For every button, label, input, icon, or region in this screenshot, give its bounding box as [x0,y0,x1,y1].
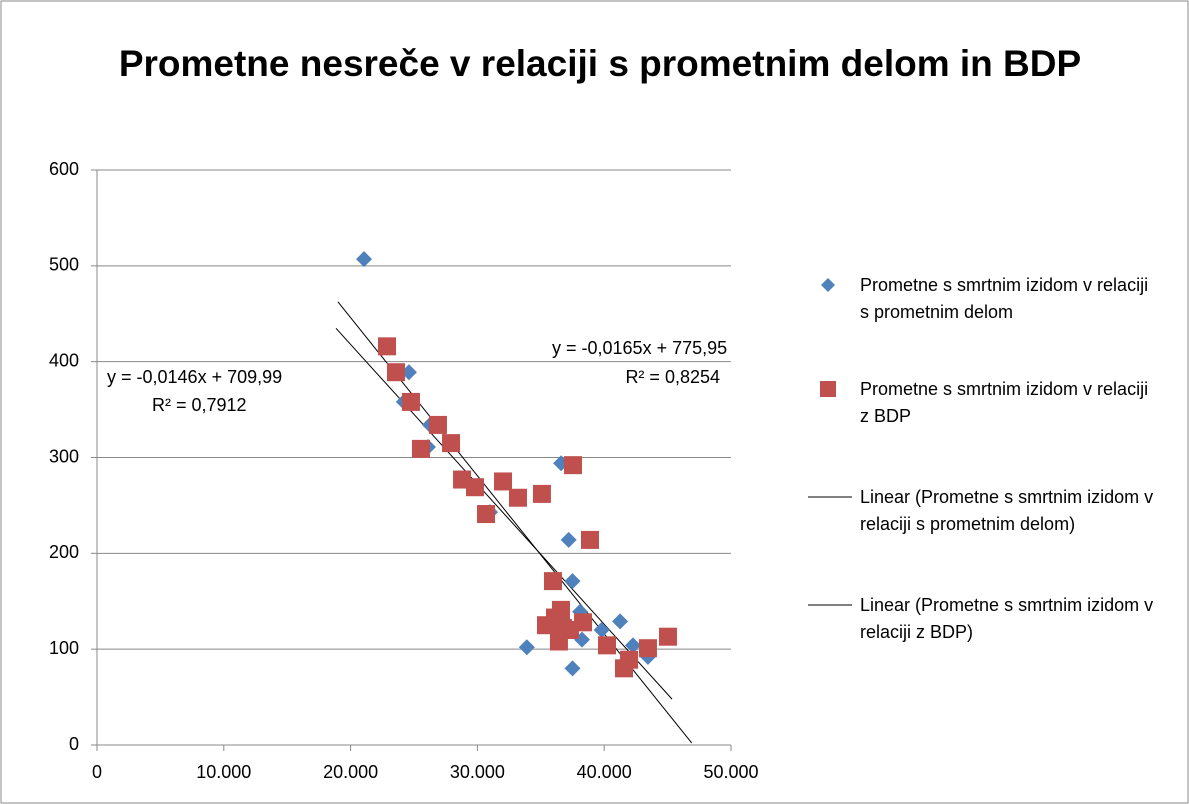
x-tick-label: 50.000 [703,762,758,782]
y-tick-label: 500 [49,255,79,275]
x-tick-label: 0 [92,762,102,782]
y-tick-label: 300 [49,446,79,466]
legend-label: Prometne s smrtnim izidom v relaciji z B… [860,379,1149,426]
point [543,572,562,591]
point [658,627,677,646]
point [356,251,373,268]
point [564,660,581,677]
point [597,636,616,655]
point [401,392,420,411]
point [593,622,610,638]
y-tick-label: 600 [49,159,79,179]
chart-title: Prometne nesreče v relaciji s prometnim … [118,43,1082,84]
trendline-equation: y = -0,0146x + 709,99 [107,367,282,387]
point [508,488,527,507]
point [428,415,447,434]
legend-label: Linear (Prometne s smrtnim izidom v rela… [860,487,1154,534]
point [638,639,657,658]
point [477,505,496,524]
trendline-equation: y = -0,0165x + 775,95 [552,338,727,358]
y-tick-label: 400 [49,350,79,370]
x-tick-label: 30.000 [450,762,505,782]
legend-marker [821,278,835,292]
legend-marker [820,381,836,397]
point [411,439,430,458]
x-tick-label: 10.000 [196,762,251,782]
point [532,484,551,503]
x-tick-label: 20.000 [323,762,378,782]
point [386,363,405,382]
trendline [335,328,673,700]
legend-label: Prometne s smrtnim izidom v relaciji s p… [860,275,1149,322]
y-tick-label: 100 [49,638,79,658]
legend-label: Linear (Prometne s smrtnim izidom v rela… [860,595,1154,642]
point [377,337,396,356]
point [614,659,633,678]
x-tick-label: 40.000 [577,762,632,782]
y-tick-label: 200 [49,542,79,562]
point [574,613,593,632]
trendline-r2: R² = 0,8254 [625,367,720,387]
point [465,478,484,497]
point [442,434,461,453]
y-tick-label: 0 [69,734,79,754]
point [560,531,577,548]
point [564,456,583,475]
point [518,639,535,656]
point [580,530,599,549]
trendline-r2: R² = 0,7912 [152,395,247,415]
point [624,637,641,654]
point [494,472,513,491]
point [551,600,570,619]
point [564,573,581,590]
point [612,613,629,630]
